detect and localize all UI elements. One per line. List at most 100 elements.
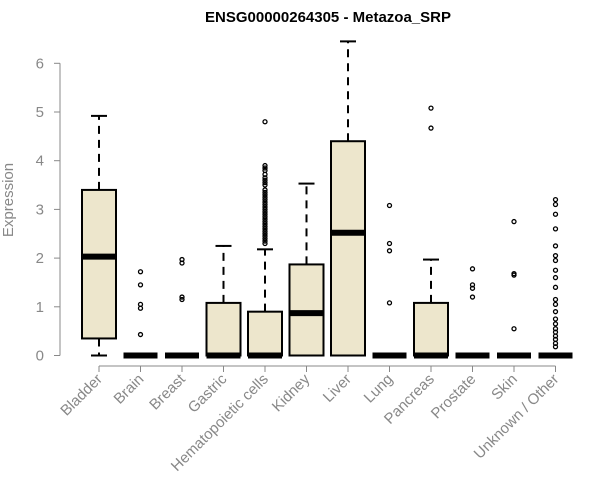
outlier-point xyxy=(552,226,559,232)
outlier-point xyxy=(137,305,144,311)
box-group xyxy=(372,202,407,359)
box-group xyxy=(288,182,325,357)
box-group xyxy=(247,119,283,359)
outlier-point xyxy=(552,284,559,290)
outlier-point xyxy=(469,285,476,291)
outlier-point xyxy=(262,177,268,183)
outlier-point xyxy=(262,197,268,203)
outlier-point xyxy=(428,125,434,131)
x-tick-label: Skin xyxy=(488,371,521,404)
outlier-point xyxy=(552,316,559,322)
box-group xyxy=(413,105,449,359)
y-tick-label: 2 xyxy=(36,250,44,267)
outlier-point xyxy=(262,218,268,225)
box-body xyxy=(81,188,117,340)
outlier-point xyxy=(262,204,268,210)
x-tick-label: Prostate xyxy=(428,371,480,423)
outlier-point xyxy=(262,231,268,237)
y-tick-label: 6 xyxy=(36,55,44,72)
outlier-point xyxy=(262,194,268,200)
outlier-point xyxy=(137,282,144,288)
box-body xyxy=(205,301,242,357)
outlier-point xyxy=(262,119,268,125)
outlier-point xyxy=(469,266,476,272)
x-tick-label: Bladder xyxy=(57,371,106,420)
outlier-point xyxy=(552,274,559,281)
x-tick-label: Lung xyxy=(361,371,397,407)
outlier-point xyxy=(552,211,559,217)
outlier-point xyxy=(262,238,268,244)
y-axis: 0 1 2 3 4 5 6 xyxy=(36,55,61,365)
outlier-point xyxy=(179,294,185,300)
outlier-point xyxy=(137,269,144,275)
outlier-point xyxy=(428,105,434,111)
plot-area xyxy=(81,40,573,359)
outlier-point xyxy=(262,165,268,171)
outlier-point xyxy=(137,331,144,338)
y-axis-label: Expression xyxy=(0,163,17,237)
box-group xyxy=(81,114,117,357)
outlier-point xyxy=(552,296,559,303)
outlier-point xyxy=(469,294,476,300)
outlier-point xyxy=(262,199,268,205)
outlier-point xyxy=(262,223,268,230)
outlier-point xyxy=(552,253,559,259)
outlier-point xyxy=(552,267,559,273)
y-tick-label: 3 xyxy=(36,201,44,218)
outlier-point xyxy=(552,344,559,350)
outlier-point xyxy=(262,206,268,213)
outlier-point xyxy=(262,162,268,169)
outlier-point xyxy=(262,175,268,181)
outlier-point xyxy=(262,226,268,232)
outlier-point xyxy=(262,201,268,208)
x-tick-label: Liver xyxy=(320,371,355,406)
box-body xyxy=(247,310,283,357)
x-tick-label: Kidney xyxy=(269,370,314,415)
outlier-point xyxy=(262,189,268,196)
outlier-point xyxy=(262,221,268,227)
box-group xyxy=(123,269,158,359)
box-group xyxy=(455,266,490,359)
outlier-point xyxy=(552,301,559,308)
outlier-point xyxy=(552,197,559,203)
y-tick-label: 1 xyxy=(36,299,44,316)
outlier-point xyxy=(262,228,268,234)
outlier-point xyxy=(386,240,393,247)
outlier-point xyxy=(386,248,393,254)
outlier-point xyxy=(262,233,268,239)
x-tick-label: Brain xyxy=(111,371,148,408)
y-tick-label: 4 xyxy=(36,153,44,170)
outlier-point xyxy=(262,235,268,242)
box-group xyxy=(497,218,531,359)
outlier-point xyxy=(262,179,268,186)
outlier-point xyxy=(552,243,559,249)
outlier-point xyxy=(262,216,268,222)
outlier-point xyxy=(262,211,268,217)
box-body xyxy=(288,263,325,357)
outlier-point xyxy=(262,214,268,220)
outlier-point xyxy=(511,218,517,225)
box-group xyxy=(165,256,199,359)
chart-title: ENSG00000264305 - Metazoa_SRP xyxy=(205,9,451,26)
box-group xyxy=(205,244,242,359)
outlier-point xyxy=(511,326,517,332)
outlier-point xyxy=(262,240,268,247)
y-tick-label: 5 xyxy=(36,104,44,121)
outlier-point xyxy=(179,260,185,266)
outlier-point xyxy=(262,182,268,188)
outlier-point xyxy=(552,257,559,264)
outlier-point xyxy=(511,272,517,278)
outlier-point xyxy=(552,309,559,315)
box-body xyxy=(330,140,366,357)
outlier-point xyxy=(386,300,393,306)
outlier-point xyxy=(262,192,268,198)
box-group xyxy=(538,197,573,359)
x-tick-label: Breast xyxy=(146,370,189,413)
outlier-point xyxy=(552,321,559,327)
outlier-point xyxy=(552,201,559,208)
box-body xyxy=(413,301,449,357)
box-group xyxy=(330,40,366,357)
